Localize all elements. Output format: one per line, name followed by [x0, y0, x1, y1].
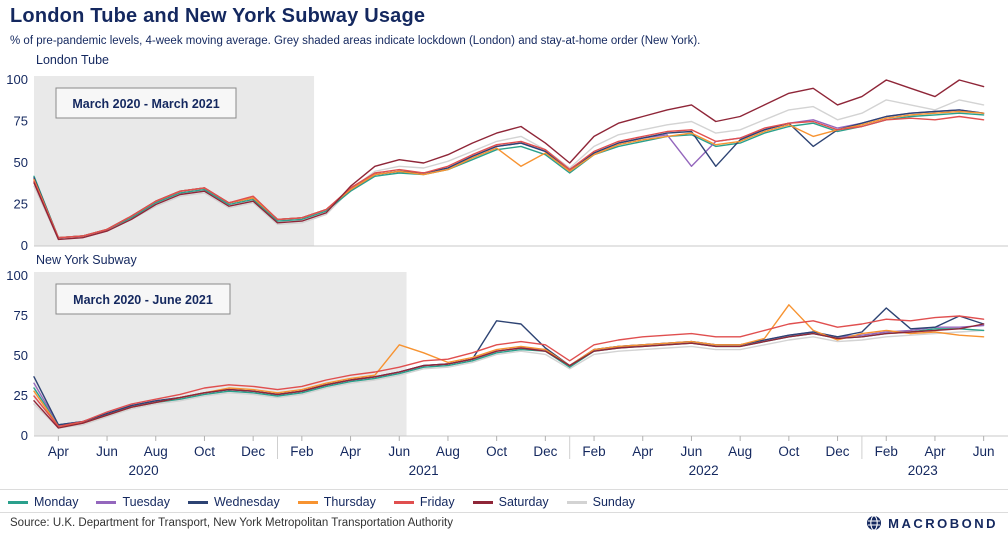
svg-text:50: 50: [14, 348, 28, 363]
svg-text:0: 0: [21, 238, 28, 253]
svg-text:Aug: Aug: [144, 444, 168, 459]
legend-label: Thursday: [323, 495, 376, 509]
svg-text:Oct: Oct: [194, 444, 215, 459]
svg-text:2020: 2020: [129, 463, 159, 478]
svg-text:75: 75: [14, 308, 28, 323]
series-line-monday: [33, 112, 985, 239]
svg-text:75: 75: [14, 114, 28, 129]
legend-swatch-friday: [393, 500, 414, 504]
svg-text:Feb: Feb: [290, 444, 313, 459]
svg-text:Oct: Oct: [486, 444, 507, 459]
footer: Source: U.K. Department for Transport, N…: [10, 515, 998, 531]
legend-swatch-monday: [8, 500, 28, 504]
source-note: Source: U.K. Department for Transport, N…: [10, 517, 453, 529]
svg-text:Jun: Jun: [388, 444, 410, 459]
series-line-saturday: [33, 79, 985, 241]
svg-text:Aug: Aug: [728, 444, 752, 459]
svg-text:25: 25: [14, 388, 28, 403]
divider-above-source: [0, 512, 1008, 513]
lockdown-label-box: [55, 283, 231, 315]
svg-text:Jun: Jun: [681, 444, 703, 459]
macrobond-globe-icon: [867, 515, 882, 531]
svg-text:Apr: Apr: [924, 444, 946, 459]
legend-swatch-thursday: [297, 500, 318, 504]
svg-text:Dec: Dec: [826, 444, 850, 459]
svg-text:Feb: Feb: [582, 444, 605, 459]
svg-text:Apr: Apr: [632, 444, 654, 459]
chart-title: New York Subway: [36, 253, 138, 267]
legend-item-thursday[interactable]: Thursday: [297, 495, 376, 509]
legend-item-sunday[interactable]: Sunday: [566, 495, 636, 509]
macrobond-wordmark: MACROBOND: [888, 515, 998, 531]
svg-text:Aug: Aug: [436, 444, 460, 459]
svg-text:2022: 2022: [689, 463, 719, 478]
svg-text:25: 25: [14, 197, 28, 212]
legend-label: Tuesday: [122, 495, 170, 509]
legend-swatch-saturday: [472, 500, 493, 504]
legend-label: Friday: [419, 495, 455, 509]
series-line-sunday: [33, 99, 985, 241]
series-line-friday: [33, 315, 985, 428]
lockdown-label: March 2020 - June 2021: [73, 293, 213, 307]
chart-legend: Monday Tuesday Wednesday Thursday Friday Satu…: [8, 495, 635, 509]
lockdown-label: March 2020 - March 2021: [72, 97, 219, 111]
svg-text:Jun: Jun: [973, 444, 995, 459]
legend-label: Wednesday: [213, 495, 280, 509]
svg-text:100: 100: [6, 268, 28, 283]
svg-text:Feb: Feb: [875, 444, 898, 459]
legend-swatch-sunday: [566, 500, 587, 504]
legend-label: Sunday: [592, 495, 636, 509]
svg-text:Oct: Oct: [778, 444, 799, 459]
chart-title: London Tube: [36, 53, 109, 67]
svg-text:Apr: Apr: [340, 444, 362, 459]
svg-text:0: 0: [21, 428, 28, 443]
legend-item-friday[interactable]: Friday: [393, 495, 455, 509]
divider-above-legend: [0, 489, 1008, 490]
y-axis: 0 25 50 75 100: [6, 268, 28, 443]
x-axis: Apr Jun Aug Oct Dec Feb Apr Jun Aug Oct Dec Feb Apr J…: [48, 436, 995, 478]
legend-label: Monday: [34, 495, 79, 509]
legend-label: Saturday: [498, 495, 549, 509]
svg-text:Dec: Dec: [241, 444, 265, 459]
svg-text:Dec: Dec: [533, 444, 557, 459]
legend-swatch-wednesday: [187, 500, 208, 504]
legend-item-saturday[interactable]: Saturday: [472, 495, 549, 509]
page-title: London Tube and New York Subway Usage: [10, 5, 426, 27]
svg-text:100: 100: [6, 72, 28, 87]
macrobond-logo: MACROBOND: [866, 515, 998, 531]
svg-text:Jun: Jun: [96, 444, 118, 459]
legend-item-tuesday[interactable]: Tuesday: [96, 495, 170, 509]
lockdown-label-box: [55, 87, 237, 119]
svg-text:2023: 2023: [908, 463, 938, 478]
series-line-friday: [33, 115, 985, 239]
y-axis: 0 25 50 75 100: [6, 72, 28, 253]
svg-text:Apr: Apr: [48, 444, 70, 459]
series-line-sunday: [33, 329, 985, 429]
page-subtitle: % of pre-pandemic levels, 4-week moving …: [10, 35, 701, 47]
svg-text:50: 50: [14, 155, 28, 170]
legend-item-monday[interactable]: Monday: [8, 495, 78, 509]
dual-line-chart: London Tube 0 25 50 75 100 March 2020 - March …: [6, 53, 1008, 478]
svg-text:2021: 2021: [409, 463, 439, 478]
series-line-saturday: [33, 323, 985, 429]
legend-item-wednesday[interactable]: Wednesday: [187, 495, 280, 509]
legend-swatch-tuesday: [96, 500, 117, 504]
